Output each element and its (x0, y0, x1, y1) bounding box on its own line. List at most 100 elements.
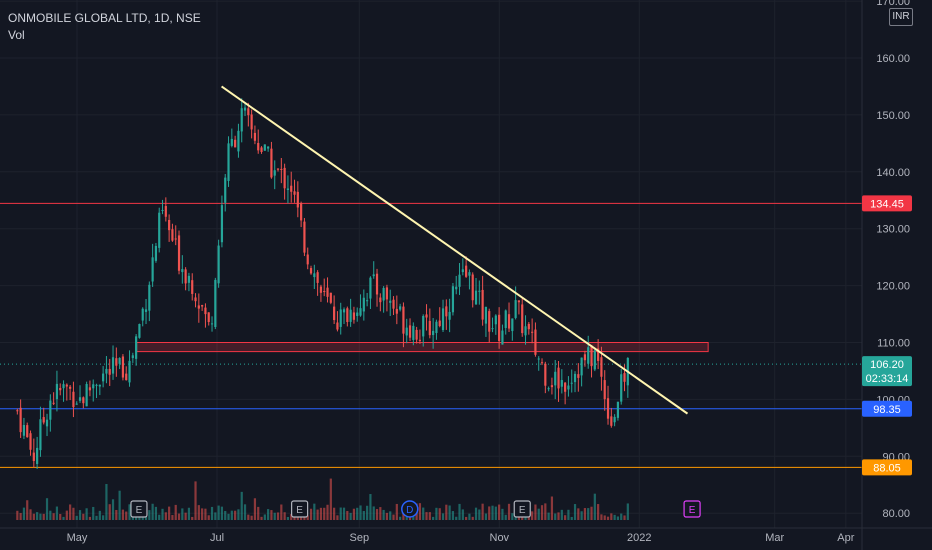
volume-bar (448, 505, 451, 520)
volume-bar (174, 504, 177, 520)
candle-body (603, 380, 606, 400)
candle-body (550, 385, 554, 388)
volume-bar (230, 510, 233, 520)
candle-body (329, 292, 332, 303)
candle-body (369, 277, 372, 299)
horizontal-levels[interactable] (0, 202, 862, 468)
volume-indicator-label[interactable]: Vol (8, 28, 25, 42)
symbol-title[interactable]: ONMOBILE GLOBAL LTD, 1D, NSE (8, 11, 201, 25)
time-tick-label: 2022 (627, 532, 651, 544)
candle-body (564, 382, 567, 392)
candle-body (171, 229, 174, 241)
volume-bar (326, 504, 329, 520)
candle-body (42, 417, 45, 423)
volume-bar (491, 505, 494, 520)
volume-bar (108, 504, 111, 520)
candle-body (59, 387, 62, 391)
volume-bar (257, 506, 260, 520)
candle-body (194, 297, 197, 302)
volume-bar (323, 507, 326, 520)
volume-bar (587, 508, 590, 520)
volume-bar (379, 507, 382, 520)
volume-bar (306, 515, 309, 520)
support-zone[interactable] (136, 342, 709, 353)
volume-bar (600, 514, 603, 520)
currency-badge[interactable]: INR (889, 8, 913, 26)
volume-bar (250, 515, 253, 520)
price-axis[interactable]: 170.00 160.00 150.00 140.00 130.00 120.00 110.… (861, 0, 910, 550)
candle-body (531, 331, 534, 333)
price-tags: 134.45 98.35 88.05 106.20 02:33:14 (862, 195, 912, 476)
candle-body (465, 265, 468, 277)
volume-bar (111, 499, 115, 520)
volume-bar (270, 510, 273, 520)
candle-body (111, 357, 115, 374)
candle-body (382, 287, 385, 301)
volume-bar (72, 507, 75, 520)
candle-body (438, 320, 441, 327)
volume-bar (577, 508, 580, 520)
candle-body (319, 286, 323, 293)
chart-legend: ONMOBILE GLOBAL LTD, 1D, NSE Vol (8, 10, 201, 44)
candle-body (577, 374, 580, 378)
time-tick-label: Sep (350, 532, 370, 544)
volume-bar (158, 514, 161, 520)
volume-bar (547, 512, 550, 520)
volume-bar (227, 513, 230, 520)
candle-body (45, 419, 49, 427)
volume-bar (273, 512, 276, 520)
candle-body (395, 308, 398, 314)
candle-body (478, 290, 481, 292)
candle-body (441, 308, 445, 331)
volume-bar (382, 509, 385, 520)
trendline-drawing[interactable] (221, 85, 689, 415)
candle-body (336, 322, 339, 330)
candle-body (280, 168, 283, 170)
candle-body (422, 315, 425, 337)
candle-body (554, 371, 557, 386)
candle-body (283, 167, 286, 189)
candle-body (412, 325, 415, 340)
volume-bar (125, 511, 128, 520)
volume-bar (481, 503, 484, 520)
candle-body (316, 272, 319, 283)
volume-bar (554, 513, 557, 520)
candle-body (435, 321, 438, 334)
candle-body (346, 308, 349, 323)
volume-bar (375, 509, 379, 520)
volume-bar (224, 510, 227, 520)
volume-bar (88, 516, 92, 520)
volume-bar (45, 498, 49, 520)
volume-bar (564, 515, 567, 520)
volume-bar (451, 511, 455, 520)
volume-bar (570, 516, 573, 520)
candle-body (560, 380, 563, 387)
volume-bar (455, 516, 458, 520)
volume-bar (597, 504, 600, 520)
time-axis[interactable]: May Jul Sep Nov 2022 Mar Apr (0, 527, 932, 544)
event-marker-label: E (136, 505, 143, 516)
candle-body (375, 273, 379, 295)
volume-bar (181, 508, 184, 520)
candle-body (92, 384, 95, 389)
volume-bar (276, 512, 280, 520)
volume-bar (168, 506, 171, 520)
volume-bar (580, 511, 583, 520)
volume-bar (616, 516, 620, 520)
level-price-tag-bg (862, 400, 912, 417)
candle-body (187, 275, 191, 283)
volume-bar (260, 516, 263, 520)
volume-bar (349, 512, 352, 520)
candle-body (65, 384, 68, 387)
volume-bar (560, 509, 563, 520)
candle-body (511, 318, 514, 332)
volume-bar (494, 506, 497, 520)
candle-body (527, 323, 530, 330)
earnings-marker (291, 500, 309, 518)
candle-body (402, 306, 405, 334)
volume-bar (19, 513, 22, 520)
volume-bar (283, 512, 286, 520)
candle-body (197, 305, 200, 309)
